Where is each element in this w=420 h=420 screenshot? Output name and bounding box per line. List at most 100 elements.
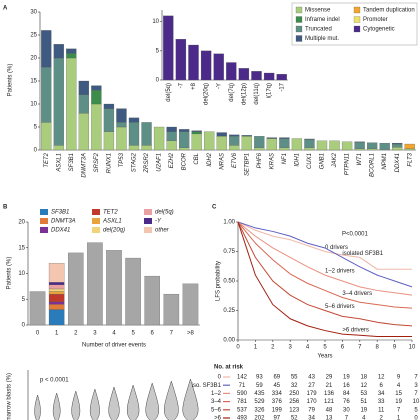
at-risk-count: 202 — [254, 416, 265, 420]
x-tick-label: del(12p) — [241, 83, 247, 105]
y-tick-label: 30 — [30, 10, 37, 16]
bar — [304, 139, 315, 148]
bar — [279, 147, 290, 151]
at-risk-count: 11 — [378, 407, 385, 413]
bar — [141, 122, 152, 146]
at-risk-count: 93 — [256, 375, 263, 381]
at-risk-count: 84 — [343, 391, 350, 397]
x-tick-label: >8 — [187, 331, 195, 337]
bar — [87, 242, 103, 326]
bar — [316, 140, 328, 151]
bar — [53, 44, 64, 59]
x-axis-label: Number of driver events — [82, 343, 146, 349]
bar — [48, 293, 65, 302]
x-tick-label: 4 — [306, 345, 310, 351]
x-tick-label: WT1 — [357, 153, 363, 166]
legend-label: Inframe indel — [305, 17, 340, 23]
x-tick-label: +8 — [191, 82, 197, 90]
at-risk-count: 7 — [414, 375, 418, 381]
bar — [241, 136, 252, 151]
bar — [254, 136, 265, 148]
x-tick-label: 7 — [170, 331, 174, 337]
bar — [226, 62, 237, 81]
at-risk-count: 435 — [254, 391, 265, 397]
legend-label: del(20q) — [103, 228, 125, 234]
panel-label: C — [212, 205, 217, 211]
bar — [178, 131, 190, 148]
at-risk-count: 34 — [308, 416, 315, 420]
x-tick-label: 8 — [376, 345, 380, 351]
bar — [404, 143, 415, 149]
bar — [103, 131, 115, 151]
bar — [266, 138, 278, 151]
x-tick-label: 4 — [112, 331, 116, 337]
at-risk-count: 21 — [326, 383, 333, 389]
at-risk-count: 170 — [307, 399, 318, 405]
bar — [153, 126, 165, 151]
at-risk-count: 0 — [414, 416, 418, 420]
bar — [182, 283, 199, 326]
bar — [329, 140, 340, 151]
bar — [379, 142, 390, 151]
x-tick-label: -7 — [178, 82, 184, 88]
curve-label: 3–4 drivers — [342, 291, 372, 297]
bar — [279, 137, 290, 139]
at-risk-count: 334 — [272, 391, 283, 397]
at-risk-count: 48 — [326, 407, 333, 413]
y-tick-label: 0.25 — [223, 308, 235, 314]
legend-swatch — [295, 35, 303, 42]
y-tick-label: 10 — [30, 102, 37, 108]
bar — [128, 117, 140, 123]
bar — [354, 142, 365, 149]
x-tick-label: GNB1 — [320, 153, 326, 169]
at-risk-count: 1 — [397, 416, 401, 420]
at-risk-count: 493 — [237, 416, 248, 420]
violin — [127, 384, 140, 420]
at-risk-count: 32 — [291, 383, 298, 389]
y-tick-label: 25 — [30, 33, 37, 39]
violin — [89, 388, 100, 420]
bar — [213, 53, 224, 81]
at-risk-count: 7 — [414, 391, 418, 397]
legend-swatch — [353, 6, 361, 14]
at-risk-count: 2 — [380, 416, 384, 420]
at-risk-label: 5–6 — [211, 407, 222, 413]
bar — [200, 50, 212, 81]
x-tick-label: BCOR — [182, 152, 188, 170]
bar — [91, 85, 102, 91]
legend-swatch — [295, 16, 303, 23]
survival-curve — [237, 221, 413, 288]
legend-label: Multiple mut. — [305, 36, 339, 42]
x-tick-label: FLT3 — [407, 152, 413, 166]
bar — [48, 304, 65, 310]
legend-swatch — [144, 227, 152, 233]
at-risk-count: 71 — [239, 383, 246, 389]
at-risk-label: iso. SF3B1 — [192, 383, 222, 389]
x-tick-label: NPM1 — [382, 153, 388, 170]
legend-label: Missense — [305, 8, 331, 14]
x-tick-label: del(7q) — [229, 83, 235, 102]
legend-swatch — [40, 218, 48, 224]
violin — [108, 386, 120, 420]
bar — [48, 301, 65, 305]
at-risk-count: 5 — [414, 407, 418, 413]
violin — [145, 382, 159, 420]
at-risk-count: 7 — [345, 416, 349, 420]
x-tick-label: 0 — [36, 331, 40, 337]
bar — [354, 148, 365, 151]
x-tick-label: 5 — [131, 331, 135, 337]
at-risk-count: 30 — [343, 407, 350, 413]
bar — [392, 147, 403, 151]
legend-label: other — [155, 228, 170, 234]
at-risk-count: 19 — [343, 375, 350, 381]
at-risk-count: 3 — [414, 383, 418, 389]
bar — [304, 147, 315, 151]
y-tick-label: 0.75 — [223, 249, 235, 255]
legend-swatch — [92, 209, 100, 215]
x-tick-label: 0 — [236, 345, 240, 351]
bar — [216, 136, 227, 151]
y-tick-label: 15 — [30, 79, 37, 85]
bar — [78, 94, 90, 114]
survival-curve — [237, 221, 412, 270]
